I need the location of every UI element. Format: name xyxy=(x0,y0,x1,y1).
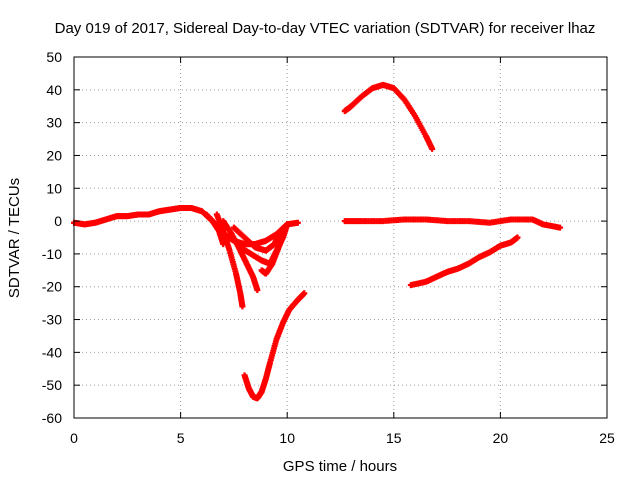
y-tick-label: -60 xyxy=(42,410,62,426)
y-tick-label: 40 xyxy=(46,82,62,98)
series-track-dip-a xyxy=(203,211,227,248)
y-tick-label: 30 xyxy=(46,115,62,131)
axis-ticks: 0 5 10 15 20 25 -60 -50 -40 -30 -20 -10 0 10 20 30 40 50 xyxy=(42,49,615,446)
series-track-deep-arc xyxy=(241,290,308,402)
x-tick-label: 5 xyxy=(177,430,185,446)
data-point xyxy=(284,221,291,228)
series-track-high-arc xyxy=(341,81,436,152)
y-tick-label: -10 xyxy=(42,246,62,262)
grid-lines xyxy=(74,57,607,418)
x-tick-label: 10 xyxy=(279,430,295,446)
x-axis-label: GPS time / hours xyxy=(283,458,397,475)
series-track-dip-b xyxy=(213,211,246,310)
data-point xyxy=(282,227,289,234)
series-track-main-afternoon xyxy=(341,216,564,231)
y-tick-label: 20 xyxy=(46,147,62,163)
plot-frame xyxy=(73,56,608,419)
chart-title: Day 019 of 2017, Sidereal Day-to-day VTE… xyxy=(55,20,596,37)
data-point xyxy=(429,145,436,152)
y-tick-label: 0 xyxy=(54,213,62,229)
y-tick-label: -20 xyxy=(42,279,62,295)
series-layer xyxy=(71,81,564,402)
x-tick-label: 0 xyxy=(70,430,78,446)
data-point xyxy=(514,234,521,241)
x-tick-label: 20 xyxy=(493,430,509,446)
data-point xyxy=(557,224,564,231)
y-tick-label: -50 xyxy=(42,377,62,393)
x-tick-label: 15 xyxy=(386,430,402,446)
y-axis-label: SDTVAR / TECUs xyxy=(6,178,23,298)
y-tick-label: 50 xyxy=(46,49,62,65)
data-point xyxy=(301,290,308,297)
x-tick-label: 25 xyxy=(599,430,615,446)
series-track-rise xyxy=(407,234,521,289)
y-tick-label: 10 xyxy=(46,180,62,196)
y-tick-label: -40 xyxy=(42,344,62,360)
series-track-dip-e xyxy=(230,221,291,254)
data-point xyxy=(294,219,301,226)
series-track-dip-f xyxy=(258,227,289,277)
data-point xyxy=(254,287,261,294)
y-tick-label: -30 xyxy=(42,312,62,328)
data-point xyxy=(239,303,246,310)
